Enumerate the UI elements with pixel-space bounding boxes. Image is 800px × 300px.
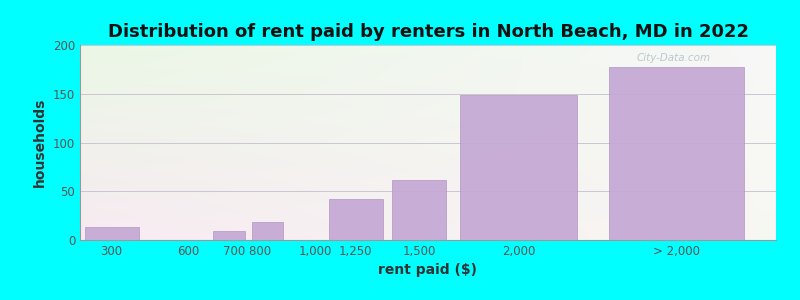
Text: City-Data.com: City-Data.com xyxy=(637,53,711,63)
Title: Distribution of rent paid by renters in North Beach, MD in 2022: Distribution of rent paid by renters in … xyxy=(107,23,749,41)
Bar xyxy=(609,68,744,240)
X-axis label: rent paid ($): rent paid ($) xyxy=(378,263,478,278)
Bar xyxy=(329,199,383,240)
Y-axis label: households: households xyxy=(34,98,47,187)
Bar xyxy=(460,95,577,240)
Bar xyxy=(85,227,138,240)
Bar xyxy=(214,231,245,240)
Bar xyxy=(392,179,446,240)
Bar xyxy=(252,222,283,240)
